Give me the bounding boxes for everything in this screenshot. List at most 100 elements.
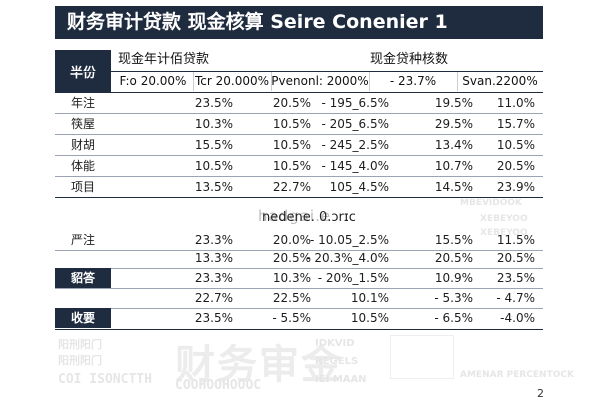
table-cell: 19.5% [434, 96, 473, 110]
watermark-text: MBEVIDOOK [460, 198, 523, 208]
row-label: 体能 [70, 159, 95, 173]
table-cell: 14.5% [434, 180, 473, 194]
table-cell: 10.9% [434, 271, 473, 285]
table-cell: 22.7% [272, 180, 311, 194]
table-cell: 11.5% [496, 233, 535, 247]
table-row: 财胡 15.5% 10.5% - 245_2.5% 13.4% 10.5% [55, 135, 543, 156]
column-header: Pvenonl: 2000% [271, 74, 369, 88]
table-cell: - 245_2.5% [321, 138, 389, 152]
watermark-text: COI ISONCTTH [58, 372, 152, 387]
table-cell: 10.5% [496, 138, 535, 152]
watermark-text: IEI MAAN [315, 374, 367, 385]
table-cell: 20.0% [272, 233, 311, 247]
table-cell: 15.7% [496, 117, 535, 131]
column-header: Tcr 20.000% [194, 74, 270, 88]
table-cell: 20.5% [496, 251, 535, 265]
table-row: 貂答 23.3% 10.3% - 20%_1.5% 10.9% 23.5% [55, 268, 543, 289]
column-header-row [55, 71, 543, 93]
table-row: 严注 23.3% 20.0% - 10.05_2.5% 15.5% 11.5% [55, 230, 543, 251]
table-cell: - 20.3%_4.0% [306, 251, 389, 265]
table-cell: 10.7% [434, 159, 473, 173]
table-row: 项目 13.5% 22.7% 105_4.5% 14.5% 23.9% [55, 177, 543, 198]
column-header: F:o 20.00% [119, 74, 187, 88]
table-cell: 23.9% [496, 180, 535, 194]
table-cell: 10.5% [272, 117, 311, 131]
table-cell: 15.5% [434, 233, 473, 247]
table-cell: 20.5% [496, 159, 535, 173]
watermark-text: XEBEYOO [480, 214, 528, 224]
table-cell: - 4.7% [496, 291, 535, 305]
table-bottom-border [55, 329, 543, 330]
table-cell: 10.5% [272, 138, 311, 152]
table-cell: 23.5% [194, 96, 233, 110]
row-label: 财胡 [70, 138, 95, 152]
table-cell: 23.5% [194, 311, 233, 325]
table-cell: 20.5% [272, 251, 311, 265]
table-cell: - 10.05_2.5% [310, 233, 389, 247]
watermark-text: REGELS [315, 356, 359, 367]
section-label: nedene. 0.ɔrɪc [262, 210, 356, 225]
watermark-text: IDKVID [315, 338, 355, 349]
row-label: 貂答 [55, 268, 111, 288]
column-divider [457, 72, 458, 91]
table-cell: - 5.3% [434, 291, 473, 305]
table-cell: 23.3% [194, 271, 233, 285]
watermark-text: 阳刑阳门 [58, 338, 102, 351]
ghost-label: hadgai.e [258, 207, 332, 225]
row-label [55, 248, 111, 268]
watermark-text: AMENAR PERCENTOCK [460, 370, 574, 380]
watermark-text: COOHOOHOOOC [175, 378, 262, 393]
table-cell: 22.7% [194, 291, 233, 305]
watermark-large: 财务审金 [175, 342, 343, 388]
table-cell: - 5.5% [272, 311, 311, 325]
row-label: 收要 [55, 308, 111, 328]
row-label: 严注 [70, 233, 95, 247]
watermark-box [390, 335, 454, 379]
table-cell: 13.3% [194, 251, 233, 265]
table-cell: -4.0% [500, 311, 535, 325]
column-group-header: 现金年计佰贷款 [118, 52, 210, 67]
table-cell: 10.5% [194, 159, 233, 173]
table-cell: 10.3% [272, 271, 311, 285]
table-cell: - 205_6.5% [321, 117, 389, 131]
column-divider [369, 72, 370, 91]
page-title: 财务审计贷款 现金核算 Seire Conenier 1 [55, 6, 543, 39]
row-label: 项目 [70, 180, 95, 194]
table-cell: 10.3% [194, 117, 233, 131]
table-cell: - 6.5% [434, 311, 473, 325]
column-header: - 23.7% [389, 74, 437, 88]
table-cell: 22.5% [272, 291, 311, 305]
column-divider [193, 72, 194, 91]
table-cell: 29.5% [434, 117, 473, 131]
table-cell: 10.5% [350, 311, 389, 325]
row-label: 年注 [70, 96, 95, 110]
page-number: 2 [537, 387, 544, 400]
watermark-text: XEBEYOO [480, 228, 528, 238]
table-cell: 13.4% [434, 138, 473, 152]
column-header: Svan.2200% [462, 74, 538, 88]
table-cell: 10.1% [350, 291, 389, 305]
table-cell: 105_4.5% [329, 180, 389, 194]
table-row: 收要 23.5% - 5.5% 10.5% - 6.5% -4.0% [55, 308, 543, 328]
table-row: 22.7% 22.5% 10.1% - 5.3% - 4.7% [55, 288, 543, 309]
column-divider [271, 72, 272, 91]
table-cell: 13.5% [194, 180, 233, 194]
table-row: 体能 10.5% 10.5% - 145_4.0% 10.7% 20.5% [55, 156, 543, 177]
table-cell: 11.0% [496, 96, 535, 110]
column-group-header: 现金贷种核数 [370, 52, 449, 67]
table-cell: - 20%_1.5% [317, 271, 389, 285]
table-row: 13.3% 20.5% - 20.3%_4.0% 20.5% 20.5% [55, 248, 543, 269]
table-cell: 23.5% [496, 271, 535, 285]
table-cell: 23.3% [194, 233, 233, 247]
row-label: 筷屋 [70, 117, 95, 131]
table-cell: - 195_6.5% [321, 96, 389, 110]
table-row: 筷屋 10.3% 10.5% - 205_6.5% 29.5% 15.7% [55, 114, 543, 135]
table-cell: - 145_4.0% [321, 159, 389, 173]
row-label [55, 288, 111, 308]
table-cell: 20.5% [434, 251, 473, 265]
watermark-text: 阳刑阳门 [58, 354, 102, 367]
table-cell: 15.5% [194, 138, 233, 152]
table-cell: 10.5% [272, 159, 311, 173]
table-cell: 20.5% [272, 96, 311, 110]
table-row: 年注 23.5% 20.5% - 195_6.5% 19.5% 11.0% [55, 93, 543, 114]
